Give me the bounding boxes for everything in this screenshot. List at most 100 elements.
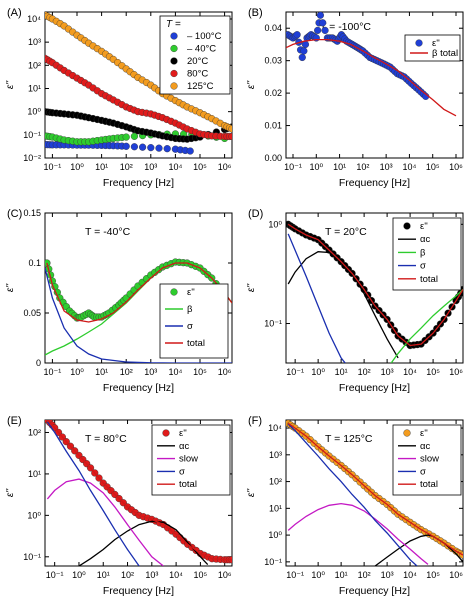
x-tick-label: 10⁻¹ [44, 367, 62, 377]
legend-entry-label: 20°C [187, 56, 208, 67]
legend-entry-label: – 100°C [187, 31, 222, 42]
legend: ε'' αc βσ total [392, 217, 462, 291]
x-tick-label: 10⁶ [449, 367, 463, 377]
x-tick-label: 10⁶ [449, 162, 463, 172]
legend-entry-label: slow [420, 454, 439, 465]
y-tick-label: 10⁰ [27, 510, 41, 520]
x-tick-label: 10⁻¹ [286, 570, 304, 580]
panel-label: (A) [7, 7, 22, 19]
y-tick-label: 10³ [269, 450, 282, 460]
legend-entry-label: ε'' [187, 287, 195, 298]
y-tick-label: 0 [36, 358, 41, 368]
y-tick-label: 10⁴ [268, 423, 282, 433]
series-line [287, 251, 399, 359]
x-tick-label: 10² [358, 367, 371, 377]
x-axis-label: Frequency [Hz] [103, 585, 174, 597]
legend: ε'' βσ total [159, 283, 229, 359]
data-point [316, 12, 324, 19]
y-tick-label: 0.05 [23, 308, 41, 318]
series-line [45, 267, 232, 363]
series-line [286, 38, 457, 117]
y-tick-label: 10¹ [269, 503, 282, 513]
panel-label: (B) [248, 7, 263, 19]
x-tick-label: 10⁰ [311, 570, 325, 580]
y-axis-label: ε'' [5, 80, 16, 89]
x-tick-label: 10⁴ [169, 570, 183, 580]
x-tick-label: 10² [120, 162, 133, 172]
y-tick-label: 0.02 [264, 88, 282, 98]
x-tick-label: 10⁰ [70, 367, 84, 377]
series-line [287, 223, 463, 347]
plot-area [286, 420, 463, 566]
legend-frame [159, 15, 231, 95]
plot-area [286, 12, 457, 117]
panel-label: (D) [248, 208, 263, 220]
data-point [186, 147, 194, 155]
x-axis-label: Frequency [Hz] [339, 382, 410, 394]
data-point [459, 551, 463, 559]
data-point [130, 143, 139, 151]
x-tick-label: 10² [358, 570, 371, 580]
data-point [138, 143, 147, 151]
legend-entry-label: ε'' [420, 221, 428, 232]
legend-entry-label: total [420, 274, 438, 285]
legend-frame [404, 34, 461, 62]
y-tick-label: 0.1 [28, 258, 41, 268]
temperature-annotation: T = 80°C [85, 433, 127, 445]
legend-entry-label: ε'' [432, 38, 440, 49]
legend-entry-label: total [420, 479, 438, 490]
legend-entry-label: ε'' [179, 428, 187, 439]
legend-entry-label: σ [420, 466, 426, 477]
data-point [228, 125, 232, 133]
x-tick-label: 10³ [381, 570, 394, 580]
plot-frame [44, 11, 233, 159]
x-tick-label: 10⁻¹ [46, 570, 64, 580]
y-tick-label: 0.01 [264, 121, 282, 131]
legend-entry-label: β [187, 304, 193, 315]
x-tick-label: 10⁵ [194, 570, 208, 580]
legend-marker [170, 69, 178, 78]
y-tick-label: 10¹ [28, 83, 41, 93]
x-tick-label: 10¹ [335, 570, 348, 580]
y-tick-label: 10² [28, 427, 41, 437]
y-axis-label: ε'' [246, 80, 257, 89]
legend-marker [170, 82, 178, 90]
series-line [46, 262, 232, 323]
y-axis-label: ε'' [5, 283, 16, 292]
legend: ε''β total [404, 34, 461, 62]
series-line [46, 420, 232, 561]
legend-entry-label: 125°C [187, 81, 214, 92]
y-tick-label: 10⁰ [268, 219, 282, 229]
x-tick-label: 10³ [380, 162, 393, 172]
x-tick-label: 10⁴ [168, 367, 182, 377]
temperature-annotation: T = -100°C [320, 21, 371, 33]
legend-frame [151, 424, 231, 496]
y-tick-label: 10³ [28, 37, 41, 47]
x-tick-label: 10¹ [335, 367, 348, 377]
series-line [374, 534, 463, 566]
plot-frame [285, 419, 464, 567]
temperature-annotation: T = -40°C [85, 226, 131, 238]
panel-label: (E) [7, 415, 22, 427]
temperature-annotation: T = 20°C [325, 226, 367, 238]
legend-frame [159, 283, 229, 359]
y-tick-label: 0.04 [264, 23, 282, 33]
legend-marker [170, 288, 178, 296]
plot-frame [285, 11, 464, 159]
data-point [122, 133, 130, 141]
legend-entry-label: β [420, 247, 426, 258]
legend-entry-label: total [179, 479, 197, 490]
series-line [287, 233, 346, 363]
legend-frame [392, 424, 462, 496]
plot-area [45, 258, 232, 363]
legend-entry-label: – 40°C [187, 44, 216, 55]
series-line [287, 502, 429, 565]
legend-marker [403, 222, 411, 230]
legend-entry-label: αc [179, 441, 189, 452]
y-tick-label: 10² [28, 60, 41, 70]
legend-entry-label: σ [187, 321, 193, 332]
x-tick-label: 10¹ [95, 367, 108, 377]
plot-area [286, 220, 463, 363]
